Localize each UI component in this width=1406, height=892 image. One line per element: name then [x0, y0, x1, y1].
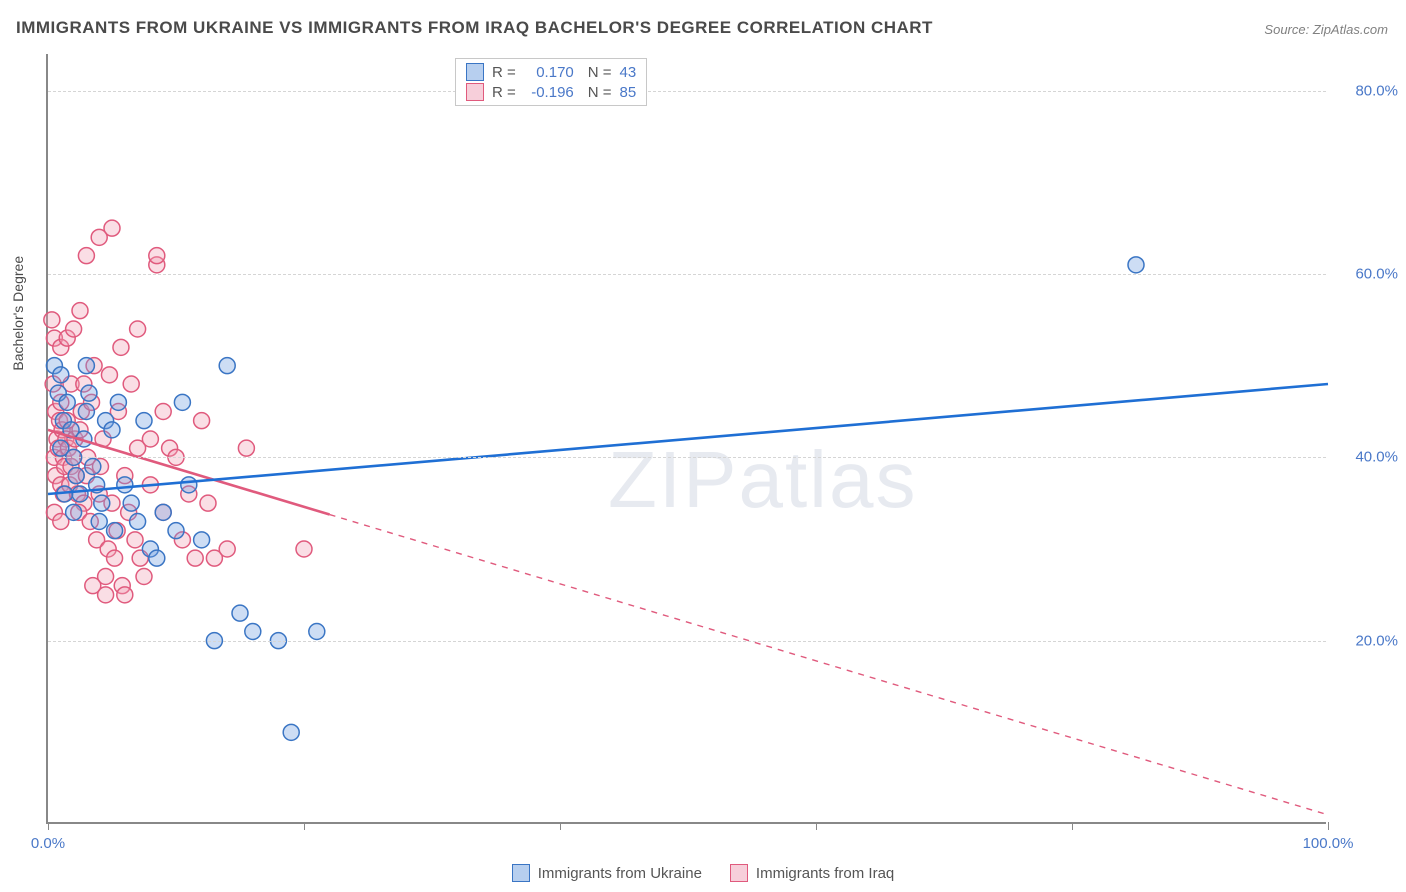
scatter-point-ukraine — [91, 514, 107, 530]
scatter-point-ukraine — [59, 394, 75, 410]
scatter-point-iraq — [130, 321, 146, 337]
legend-swatch-iraq — [730, 864, 748, 882]
legend-n-label: N = — [588, 84, 612, 101]
scatter-point-ukraine — [107, 523, 123, 539]
trend-line-ukraine — [48, 384, 1328, 494]
legend-r-value: -0.196 — [524, 84, 574, 101]
x-tick — [304, 822, 305, 830]
scatter-point-ukraine — [110, 394, 126, 410]
scatter-point-iraq — [117, 587, 133, 603]
scatter-point-iraq — [238, 440, 254, 456]
x-tick-label: 100.0% — [1303, 835, 1354, 852]
scatter-point-iraq — [136, 569, 152, 585]
scatter-point-ukraine — [232, 605, 248, 621]
bottom-legend-item-ukraine: Immigrants from Ukraine — [512, 864, 702, 882]
legend-r-label: R = — [492, 64, 516, 81]
scatter-point-iraq — [149, 248, 165, 264]
scatter-point-iraq — [296, 541, 312, 557]
scatter-point-iraq — [127, 532, 143, 548]
scatter-point-iraq — [187, 550, 203, 566]
scatter-point-ukraine — [123, 495, 139, 511]
scatter-point-ukraine — [174, 394, 190, 410]
scatter-point-iraq — [194, 413, 210, 429]
legend-n-label: N = — [588, 64, 612, 81]
scatter-point-ukraine — [72, 486, 88, 502]
scatter-point-ukraine — [104, 422, 120, 438]
x-tick — [816, 822, 817, 830]
scatter-point-ukraine — [309, 624, 325, 640]
scatter-point-ukraine — [66, 504, 82, 520]
scatter-point-ukraine — [283, 724, 299, 740]
x-tick — [48, 822, 49, 830]
y-tick-label: 80.0% — [1355, 82, 1398, 99]
scatter-point-iraq — [78, 248, 94, 264]
legend-swatch-ukraine — [466, 63, 484, 81]
series-legend: Immigrants from Ukraine Immigrants from I… — [0, 864, 1406, 882]
scatter-point-ukraine — [130, 514, 146, 530]
bottom-legend-label: Immigrants from Iraq — [756, 865, 894, 882]
y-axis-label: Bachelor's Degree — [10, 256, 26, 371]
scatter-point-ukraine — [219, 358, 235, 374]
legend-n-value: 43 — [620, 64, 637, 81]
scatter-point-iraq — [219, 541, 235, 557]
scatter-point-ukraine — [68, 468, 84, 484]
scatter-point-iraq — [66, 321, 82, 337]
scatter-point-ukraine — [1128, 257, 1144, 273]
scatter-point-ukraine — [53, 367, 69, 383]
scatter-point-ukraine — [78, 404, 94, 420]
legend-row-iraq: R = -0.196 N = 85 — [466, 83, 636, 101]
scatter-point-iraq — [142, 431, 158, 447]
scatter-point-ukraine — [168, 523, 184, 539]
scatter-point-ukraine — [194, 532, 210, 548]
source-value: ZipAtlas.com — [1313, 22, 1388, 37]
source-label: Source: ZipAtlas.com — [1264, 22, 1388, 37]
legend-swatch-ukraine — [512, 864, 530, 882]
bottom-legend-label: Immigrants from Ukraine — [538, 865, 702, 882]
plot-area: ZIPatlas 20.0%40.0%60.0%80.0%0.0%100.0% — [46, 54, 1326, 824]
trend-line-dashed-iraq — [330, 515, 1328, 815]
scatter-point-ukraine — [78, 358, 94, 374]
source-prefix: Source: — [1264, 22, 1309, 37]
x-tick — [1328, 822, 1329, 830]
scatter-point-iraq — [72, 303, 88, 319]
legend-r-label: R = — [492, 84, 516, 101]
scatter-point-iraq — [113, 339, 129, 355]
y-tick-label: 40.0% — [1355, 449, 1398, 466]
scatter-point-ukraine — [85, 459, 101, 475]
scatter-point-ukraine — [181, 477, 197, 493]
scatter-point-ukraine — [94, 495, 110, 511]
chart-svg — [48, 54, 1326, 822]
legend-n-value: 85 — [620, 84, 637, 101]
chart-title: IMMIGRANTS FROM UKRAINE VS IMMIGRANTS FR… — [16, 18, 933, 38]
scatter-point-iraq — [44, 312, 60, 328]
scatter-point-iraq — [98, 587, 114, 603]
scatter-point-ukraine — [117, 477, 133, 493]
x-tick-label: 0.0% — [31, 835, 65, 852]
gridline — [48, 274, 1326, 275]
correlation-legend: R = 0.170 N = 43 R = -0.196 N = 85 — [455, 58, 647, 106]
scatter-point-ukraine — [245, 624, 261, 640]
y-tick-label: 20.0% — [1355, 632, 1398, 649]
x-tick — [560, 822, 561, 830]
scatter-point-iraq — [123, 376, 139, 392]
legend-swatch-iraq — [466, 83, 484, 101]
legend-row-ukraine: R = 0.170 N = 43 — [466, 63, 636, 81]
scatter-point-ukraine — [149, 550, 165, 566]
scatter-point-iraq — [101, 367, 117, 383]
scatter-point-ukraine — [81, 385, 97, 401]
scatter-point-ukraine — [155, 504, 171, 520]
gridline — [48, 457, 1326, 458]
gridline — [48, 91, 1326, 92]
scatter-point-ukraine — [136, 413, 152, 429]
x-tick — [1072, 822, 1073, 830]
scatter-point-iraq — [155, 404, 171, 420]
bottom-legend-item-iraq: Immigrants from Iraq — [730, 864, 894, 882]
scatter-point-iraq — [200, 495, 216, 511]
scatter-point-iraq — [107, 550, 123, 566]
gridline — [48, 641, 1326, 642]
legend-r-value: 0.170 — [524, 64, 574, 81]
scatter-point-iraq — [104, 220, 120, 236]
y-tick-label: 60.0% — [1355, 266, 1398, 283]
